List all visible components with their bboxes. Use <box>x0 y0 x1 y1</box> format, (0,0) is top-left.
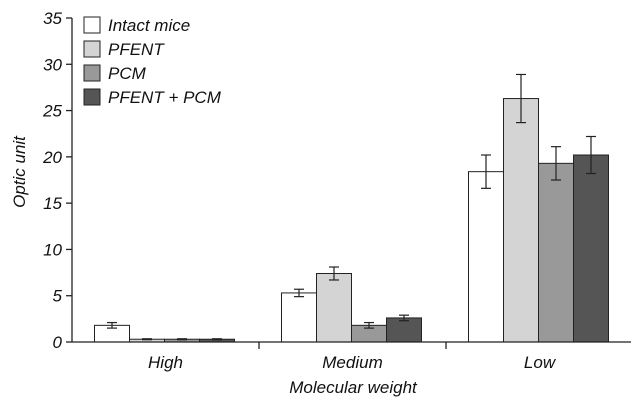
bar-intact-mice-low <box>468 171 504 343</box>
y-tick-label: 35 <box>43 9 62 28</box>
y-tick-label: 0 <box>53 333 63 352</box>
axes <box>71 18 631 349</box>
legend-item: PFENT <box>83 40 165 59</box>
legend-label: PFENT + PCM <box>108 88 222 107</box>
y-axis-title: Optic unit <box>10 135 29 208</box>
bar-pcm-low <box>538 162 574 343</box>
y-tick-label: 5 <box>53 287 63 306</box>
error-bars <box>107 73 596 341</box>
legend-swatch <box>83 40 101 58</box>
legend: Intact mice PFENT PCM PFENT + PCM <box>83 16 222 107</box>
error-bar <box>107 321 117 329</box>
x-axis-categories: High Medium Low <box>148 353 557 372</box>
error-bar <box>212 338 222 341</box>
y-tick-label: 15 <box>43 194 62 213</box>
y-tick-label: 20 <box>42 148 62 167</box>
bar-pfent-pcm-medium <box>386 317 422 343</box>
error-bar <box>586 135 596 175</box>
legend-label: Intact mice <box>108 16 190 35</box>
error-bar <box>364 321 374 329</box>
error-bar <box>399 314 409 322</box>
legend-item: PFENT + PCM <box>83 88 222 107</box>
legend-swatch <box>83 64 101 82</box>
error-bar <box>481 154 491 189</box>
y-tick-label: 10 <box>43 240 62 259</box>
x-category-label: Medium <box>322 353 382 372</box>
error-bar <box>551 146 561 181</box>
x-axis-title: Molecular weight <box>289 378 418 397</box>
error-bar <box>329 266 339 281</box>
bar-intact-mice-medium <box>281 292 317 343</box>
x-category-label: Low <box>524 353 557 372</box>
bar-pfent-low <box>503 98 539 343</box>
legend-label: PFENT <box>108 40 165 59</box>
legend-swatch <box>83 16 101 34</box>
error-bar <box>142 338 152 341</box>
legend-item: Intact mice <box>83 16 190 35</box>
y-axis-ticks: 0 5 10 15 20 25 30 35 <box>42 9 72 352</box>
x-category-label: High <box>148 353 183 372</box>
error-bar <box>516 73 526 124</box>
error-bar <box>294 288 304 298</box>
y-tick-label: 30 <box>43 55 62 74</box>
legend-item: PCM <box>83 64 147 83</box>
error-bar <box>177 338 187 341</box>
bar-pfent-medium <box>316 272 352 343</box>
legend-label: PCM <box>108 64 147 83</box>
bar-pfent-pcm-low <box>573 154 609 343</box>
y-tick-label: 25 <box>42 102 62 121</box>
legend-swatch <box>83 88 101 106</box>
bars <box>94 98 609 343</box>
